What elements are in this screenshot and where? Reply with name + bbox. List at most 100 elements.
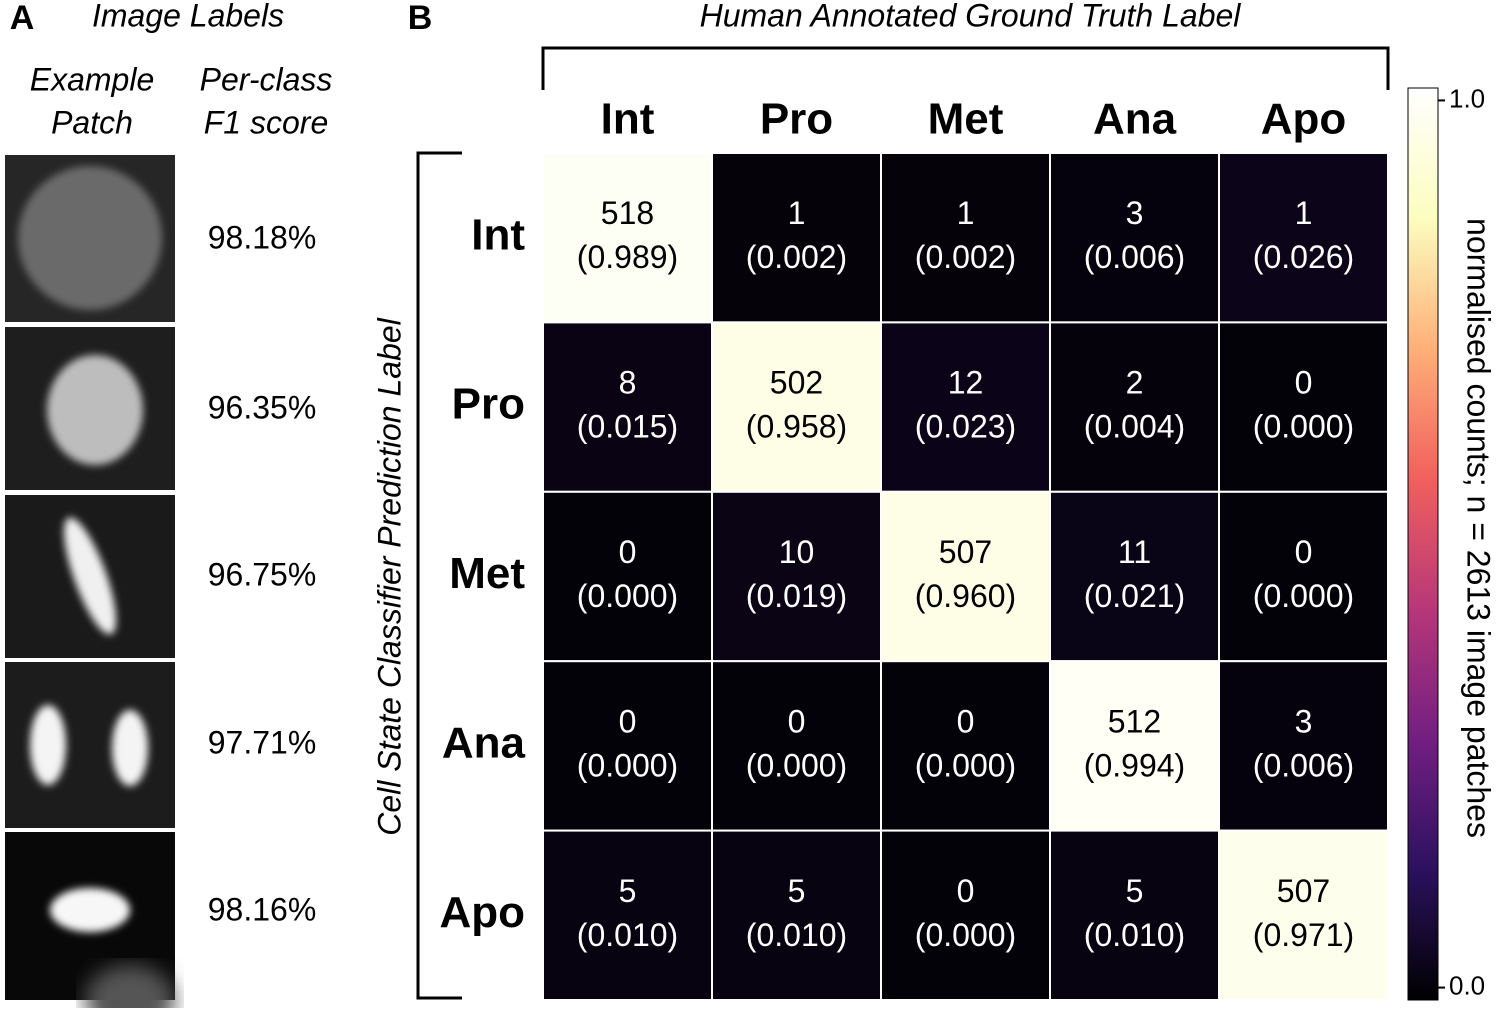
- cell-normalized: (0.002): [915, 239, 1016, 275]
- cell: [112, 710, 148, 786]
- cell-normalized: (0.010): [577, 917, 678, 953]
- heatmap-cell: [1049, 321, 1220, 493]
- cell: [47, 355, 143, 465]
- heatmap-cell: [542, 490, 713, 663]
- cell-count: 1: [788, 195, 806, 231]
- heatmap-cell: [542, 152, 713, 324]
- bracket: [541, 46, 1390, 90]
- x-tick-label: Apo: [1261, 95, 1347, 144]
- f1-score: 97.71%: [208, 724, 317, 760]
- y-tick-label: Met: [449, 549, 525, 598]
- heatmap-cell: [542, 660, 713, 832]
- cell-normalized: (0.026): [1253, 239, 1354, 275]
- y-tick-label: Int: [471, 210, 525, 259]
- cell: [64, 517, 116, 635]
- cell-count: 8: [619, 365, 637, 401]
- f1-score: 98.18%: [208, 219, 317, 255]
- cell-normalized: (0.000): [1253, 409, 1354, 445]
- colorbar-tick-label: 0.0: [1449, 970, 1485, 1000]
- cell-count: 512: [1108, 703, 1161, 739]
- cell-count: 507: [1277, 873, 1330, 909]
- f1-score: 96.75%: [208, 556, 317, 592]
- heatmap-cell: [1049, 490, 1220, 663]
- col-header: Patch: [51, 104, 133, 140]
- heatmap-cell: [1049, 660, 1220, 832]
- cell-normalized: (0.000): [1253, 578, 1354, 614]
- cell: [85, 965, 175, 1013]
- heatmap-cell: [1218, 152, 1389, 324]
- heatmap-cell: [711, 152, 882, 324]
- heatmap-cell: [880, 152, 1051, 324]
- heatmap-cell: [880, 490, 1051, 663]
- cell-normalized: (0.000): [577, 747, 678, 783]
- cell-count: 0: [1295, 365, 1313, 401]
- cell: [18, 166, 162, 310]
- cell: [50, 888, 130, 932]
- cell-count: 1: [957, 195, 975, 231]
- bracket: [416, 151, 462, 1000]
- cell-count: 0: [619, 703, 637, 739]
- heatmap-cell: [880, 660, 1051, 832]
- cell-count: 518: [601, 195, 654, 231]
- cell-normalized: (0.023): [915, 409, 1016, 445]
- cell-normalized: (0.015): [577, 409, 678, 445]
- cell-count: 2: [1126, 365, 1144, 401]
- cell-normalized: (0.006): [1253, 747, 1354, 783]
- cell-normalized: (0.989): [577, 239, 678, 275]
- f1-score: 96.35%: [208, 389, 317, 425]
- cell-normalized: (0.000): [915, 917, 1016, 953]
- cell-count: 0: [957, 703, 975, 739]
- heatmap-cell: [1218, 321, 1389, 493]
- y-tick-label: Ana: [442, 719, 526, 768]
- cell-count: 0: [957, 873, 975, 909]
- x-tick-label: Met: [928, 95, 1004, 144]
- cell-count: 10: [779, 534, 815, 570]
- colorbar-tick-label: 1.0: [1449, 83, 1485, 113]
- y-tick-label: Apo: [439, 888, 525, 937]
- colorbar-label: normalised counts; n = 2613 image patche…: [1461, 218, 1497, 838]
- heatmap-cell: [711, 490, 882, 663]
- heatmap-cell: [711, 321, 882, 493]
- cell-count: 0: [619, 534, 637, 570]
- cell-normalized: (0.000): [577, 578, 678, 614]
- cell-count: 3: [1295, 703, 1313, 739]
- panel-letter: A: [10, 0, 35, 37]
- cell-count: 5: [788, 873, 806, 909]
- cell-count: 0: [1295, 534, 1313, 570]
- heatmap-cell: [711, 660, 882, 832]
- cell-count: 5: [1126, 873, 1144, 909]
- cell-count: 0: [788, 703, 806, 739]
- heatmap-cell: [542, 829, 713, 1001]
- col-header: Per-class: [200, 61, 333, 97]
- cell-count: 502: [770, 365, 823, 401]
- heatmap-cell: [1218, 829, 1389, 1001]
- cell: [30, 705, 66, 785]
- heatmap-cell: [1218, 660, 1389, 832]
- example-patches: [5, 155, 175, 1013]
- cell-count: 3: [1126, 195, 1144, 231]
- cell-normalized: (0.000): [915, 747, 1016, 783]
- x-tick-label: Ana: [1093, 95, 1177, 144]
- x-tick-label: Pro: [760, 95, 833, 144]
- cell-count: 11: [1118, 534, 1151, 570]
- heatmap-cell: [711, 829, 882, 1001]
- cell-normalized: (0.006): [1084, 239, 1185, 275]
- cell-normalized: (0.010): [746, 917, 847, 953]
- panel-title: Image Labels: [92, 0, 284, 33]
- col-header: Example: [30, 61, 155, 97]
- heatmap: Int Pro Met Ana ApoIntProMetAnaApo518(0.989)…: [439, 95, 1389, 1001]
- x-tick-label: Int: [601, 95, 655, 144]
- heatmap-cell: [880, 829, 1051, 1001]
- heatmap-cell: [1218, 490, 1389, 663]
- y-tick-label: Pro: [452, 380, 525, 429]
- cell-normalized: (0.002): [746, 239, 847, 275]
- col-header: F1 score: [204, 104, 328, 140]
- heatmap-cell: [542, 321, 713, 493]
- y-axis-label: Cell State Classifier Prediction Label: [371, 317, 407, 835]
- cell-normalized: (0.971): [1253, 917, 1354, 953]
- cell-count: 1: [1295, 195, 1313, 231]
- panel-letter: B: [408, 0, 433, 37]
- colorbar: [1407, 87, 1439, 1001]
